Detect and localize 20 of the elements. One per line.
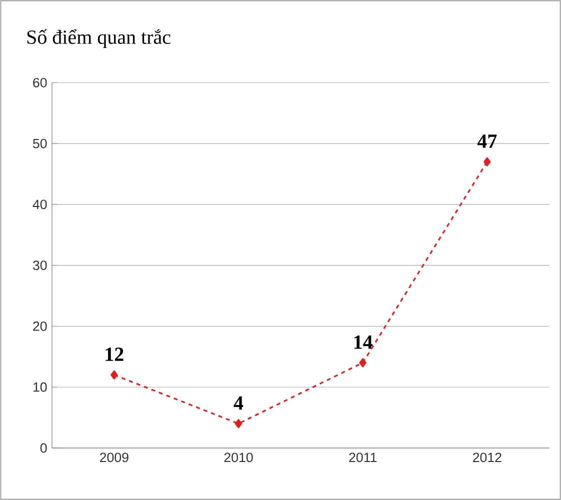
chart-title: Số điểm quan trắc [27,29,170,48]
y-tick-label: 40 [32,200,47,210]
x-tick-label: 2009 [100,452,128,462]
y-tick-label: 20 [33,321,47,331]
y-tick-label: 30 [32,260,47,270]
y-tick-label: 0 [40,443,47,453]
point [234,419,242,428]
x-tick-label: 2010 [224,452,253,462]
y-tick-label: 60 [33,78,47,88]
data-label: 14 [354,336,372,349]
y-tick-label: 10 [33,382,47,392]
point [359,358,366,368]
data-label: 47 [477,134,497,148]
data-label: 12 [106,348,124,361]
x-tick-label: 2011 [349,452,377,462]
data-label: 4 [234,396,244,410]
point [484,157,491,166]
point [110,370,118,380]
x-tick-label: 2012 [473,452,502,462]
y-tick-label: 50 [33,138,47,148]
